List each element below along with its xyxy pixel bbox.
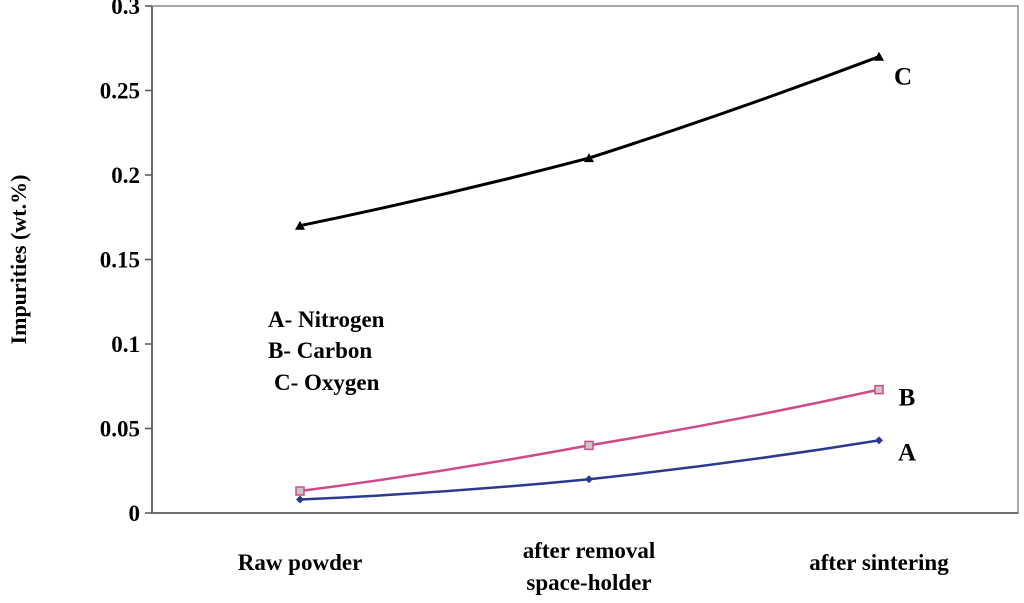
legend-entry: B- Carbon [268, 338, 372, 363]
legend-text-block: A- Nitrogen B- Carbon C- Oxygen [268, 307, 385, 395]
series-end-label-B: B [899, 385, 916, 412]
legend-entry: C- Oxygen [274, 370, 380, 395]
series-line-C [299, 55, 880, 228]
series-A: A [296, 436, 916, 504]
data-point-C [295, 220, 305, 230]
x-axis: Raw powder after removal space-holder after… [152, 512, 1018, 595]
series-end-label-C: C [894, 64, 912, 91]
x-tick-label: after sintering [809, 550, 949, 575]
y-tick-label: 0.25 [100, 79, 140, 104]
data-point-B [584, 440, 594, 451]
y-tick-label: 0.2 [111, 163, 140, 188]
y-tick-label: 0.3 [111, 0, 140, 19]
x-tick-label: after removal space-holder [523, 538, 656, 595]
y-tick-label: 0.05 [100, 417, 140, 442]
data-point-B [295, 486, 305, 496]
series-C: C [295, 51, 912, 230]
data-point-A [585, 475, 593, 484]
plot-frame [151, 5, 1019, 514]
plot-area-border [151, 5, 1019, 514]
data-point-C [874, 51, 884, 61]
y-tick-label: 0 [129, 501, 141, 526]
data-point-C [584, 153, 594, 163]
y-axis-title: Impurities (wt.%) [6, 175, 31, 345]
series-B: B [295, 384, 916, 496]
y-tick-label: 0.15 [100, 248, 140, 273]
data-point-A [296, 495, 304, 504]
data-point-B [874, 384, 884, 395]
series-layer: AB C [295, 51, 916, 504]
x-tick-label: Raw powder [238, 550, 363, 575]
data-point-A [875, 436, 883, 445]
y-tick-label: 0.1 [111, 332, 140, 357]
y-axis: 0 0.05 0.1 0.15 0.2 0.25 0.3 [100, 0, 153, 526]
series-end-label-A: A [898, 439, 916, 466]
legend-entry: A- Nitrogen [268, 307, 385, 332]
